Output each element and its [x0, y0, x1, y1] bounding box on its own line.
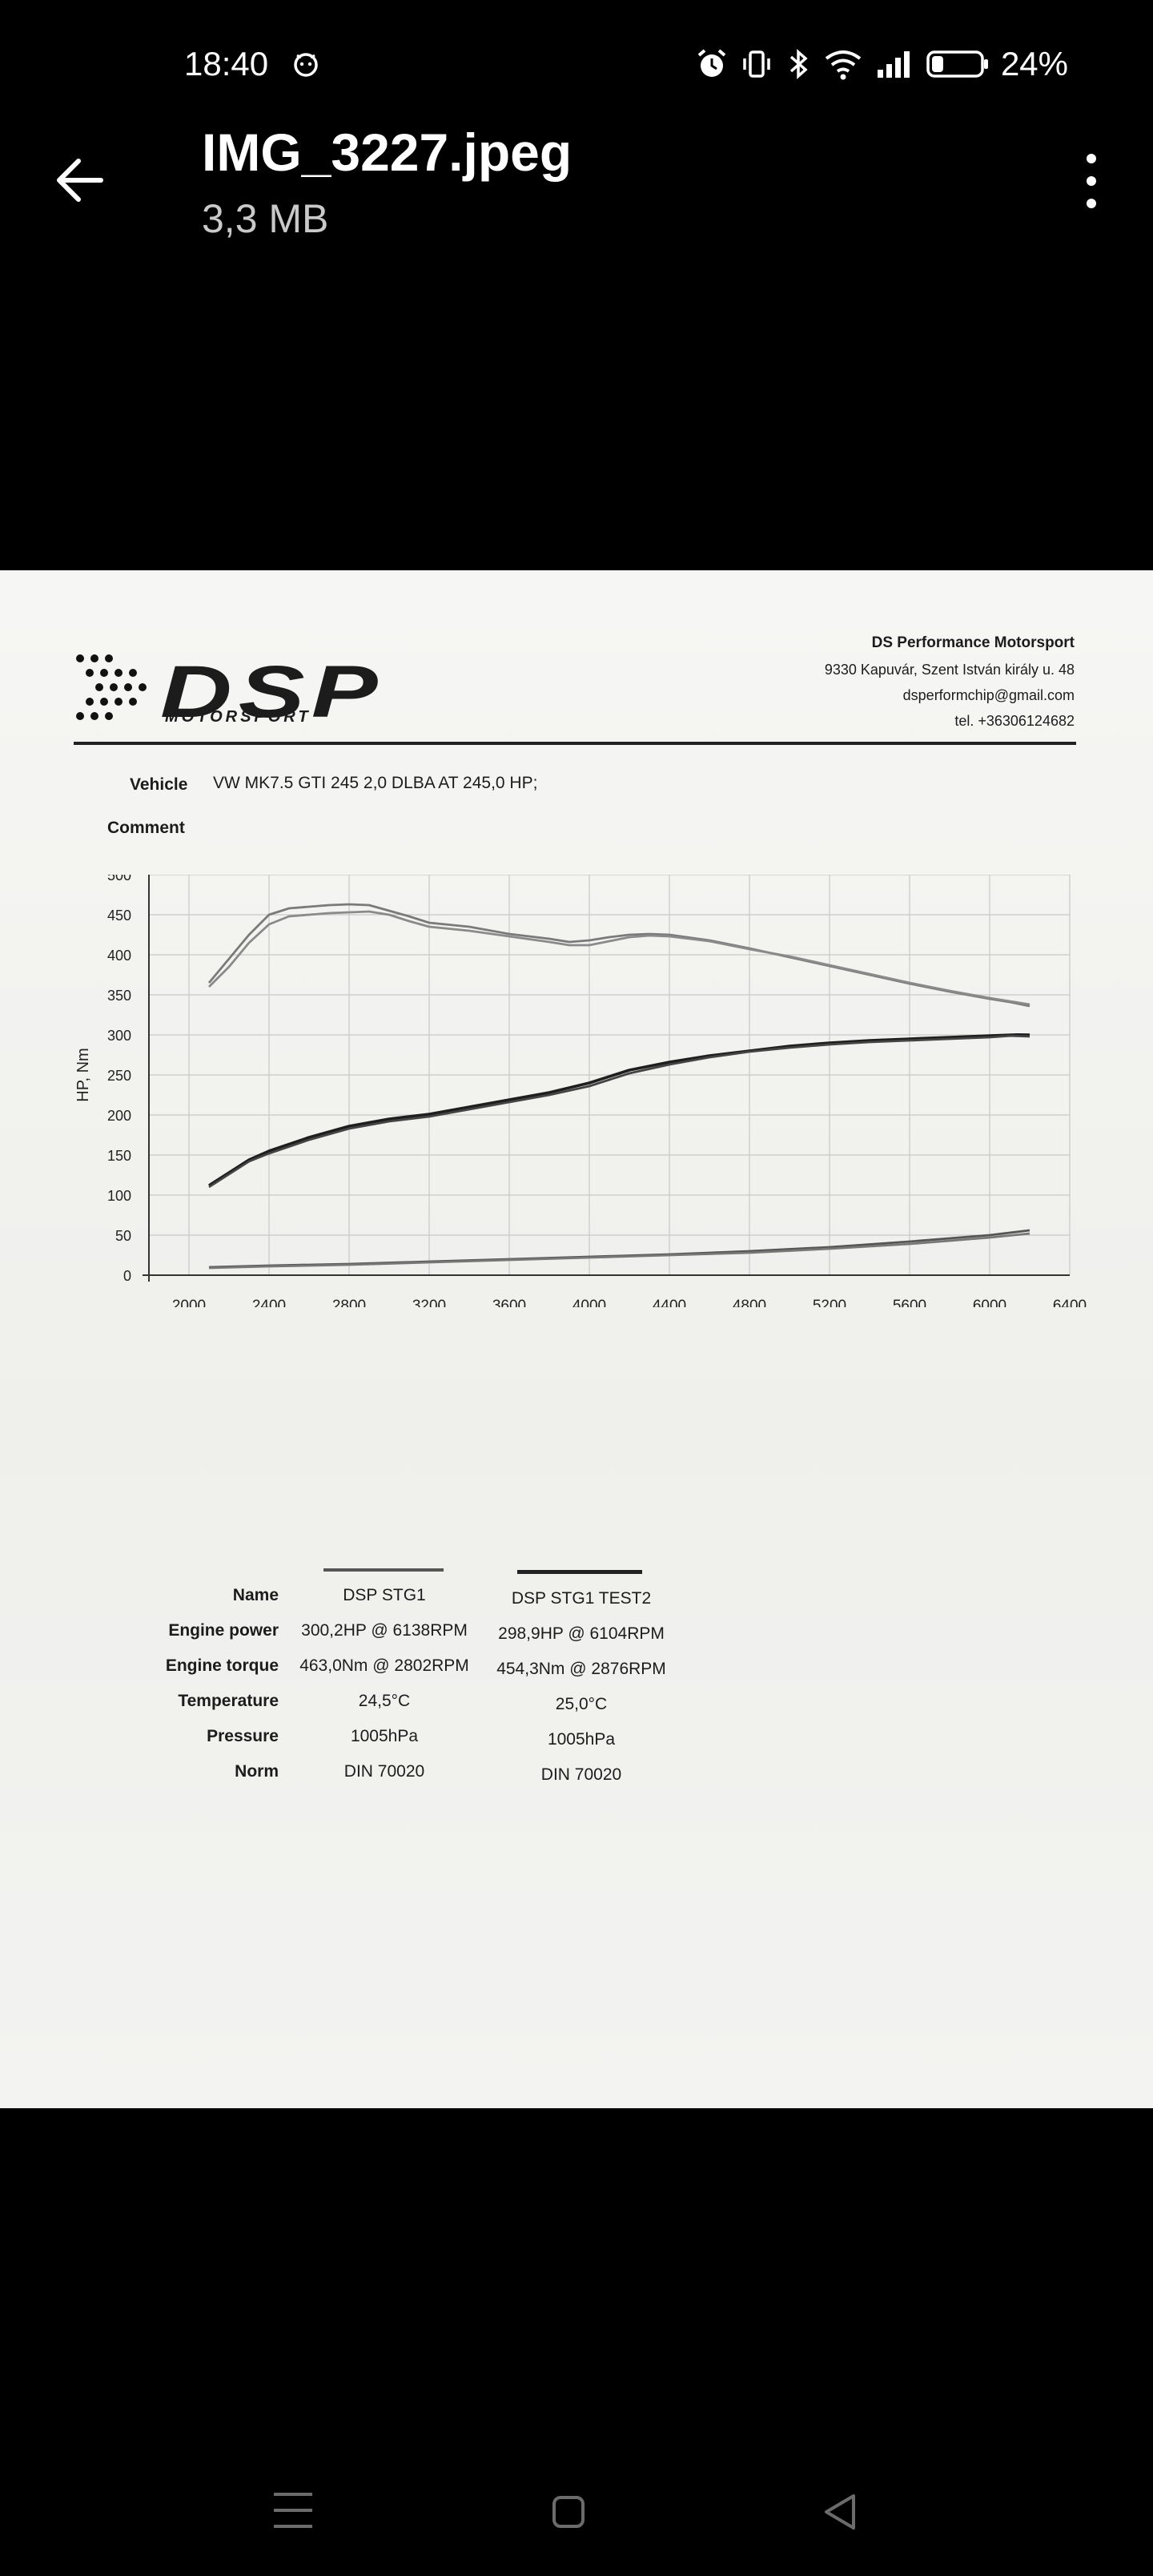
vehicle-label: Vehicle: [130, 775, 188, 794]
wifi-icon: [825, 50, 862, 80]
results-cell-run1: DSP STG1: [343, 1586, 426, 1604]
file-title: IMG_3227.jpeg: [202, 123, 572, 182]
vibrate-icon: [743, 50, 770, 78]
series-low-run2: [208, 1232, 1030, 1270]
dyno-chart: 0 50 100 150 200 250 300 350 400 450 500 2000 2400 28…: [74, 875, 1087, 1307]
company-email: dsperformchip@gmail.com: [902, 687, 1075, 703]
x-tick-label: 2000: [172, 1298, 206, 1307]
results-row-label: Norm: [235, 1762, 279, 1781]
recent-apps-button[interactable]: [274, 2493, 312, 2528]
y-tick-label: 150: [107, 1148, 131, 1164]
results-cell-run2: 298,9HP @ 6104RPM: [498, 1624, 665, 1643]
vehicle-value: VW MK7.5 GTI 245 2,0 DLBA AT 245,0 HP;: [213, 774, 538, 792]
x-tick-label: 4400: [653, 1298, 686, 1307]
more-vertical-icon[interactable]: [1073, 154, 1110, 208]
x-tick-label: 4800: [733, 1298, 766, 1307]
company-address: 9330 Kapuvár, Szent István király u. 48: [824, 662, 1075, 678]
x-tick-label: 3600: [492, 1298, 526, 1307]
y-tick-label: 50: [115, 1228, 131, 1244]
x-tick-label: 5200: [813, 1298, 846, 1307]
y-tick-label: 250: [107, 1068, 131, 1084]
company-name: DS Performance Motorsport: [871, 634, 1075, 651]
results-cell-run2: DSP STG1 TEST2: [511, 1589, 652, 1608]
face-icon: [290, 48, 322, 84]
x-tick-label: 3200: [412, 1298, 446, 1307]
bluetooth-icon: [789, 49, 808, 79]
y-tick-label: 500: [107, 875, 131, 883]
y-tick-label: 300: [107, 1028, 131, 1044]
series-power-run1: [208, 1033, 1030, 1187]
results-cell-run2: 25,0°C: [555, 1695, 608, 1713]
file-size: 3,3 MB: [202, 196, 329, 241]
results-cell-run2: 454,3Nm @ 2876RPM: [496, 1660, 666, 1678]
y-axis-label: HP, Nm: [74, 1048, 92, 1101]
series-low-run1: [208, 1229, 1030, 1269]
results-row-label: Name: [232, 1586, 279, 1604]
status-time: 18:40: [184, 45, 269, 83]
results-row-label: Pressure: [207, 1727, 279, 1745]
results-cell-run1: DIN 70020: [343, 1762, 425, 1781]
series-torque-run2: [208, 910, 1030, 1006]
company-logo: [72, 650, 376, 735]
series-power-run2: [208, 1034, 1030, 1189]
logo-text: DSP: [160, 651, 384, 733]
status-icons: 24%: [695, 45, 1068, 83]
arrow-left-icon: [57, 159, 103, 202]
run2-legend-line: [517, 1570, 642, 1574]
home-button[interactable]: [552, 2496, 585, 2528]
results-row-label: Engine torque: [165, 1656, 279, 1675]
results-cell-run1: 24,5°C: [358, 1692, 411, 1710]
results-row-label: Temperature: [178, 1692, 279, 1710]
x-tick-label: 2400: [252, 1298, 286, 1307]
signal-icon: [877, 51, 910, 78]
header-divider: [74, 742, 1076, 745]
results-cell-run1: 463,0Nm @ 2802RPM: [299, 1656, 469, 1675]
x-tick-label: 2800: [332, 1298, 366, 1307]
x-tick-label: 4000: [572, 1298, 606, 1307]
y-tick-label: 450: [107, 908, 131, 924]
battery-percent: 24%: [1000, 45, 1068, 83]
results-cell-run1: 1005hPa: [350, 1727, 419, 1745]
results-cell-run2: 1005hPa: [547, 1730, 616, 1749]
alarm-icon: [697, 49, 726, 77]
x-tick-label: 6400: [1053, 1298, 1087, 1307]
y-tick-label: 350: [107, 988, 131, 1004]
battery-icon: [926, 50, 988, 78]
results-cell-run1: 300,2HP @ 6138RPM: [301, 1621, 468, 1640]
nav-back-button[interactable]: [820, 2491, 858, 2537]
triangle-back-icon: [825, 2494, 855, 2530]
comment-label: Comment: [107, 819, 185, 837]
results-cell-run2: DIN 70020: [540, 1765, 622, 1784]
y-tick-label: 200: [107, 1108, 131, 1124]
company-phone: tel. +36306124682: [954, 713, 1075, 729]
y-tick-label: 0: [123, 1268, 131, 1284]
y-tick-label: 400: [107, 948, 131, 964]
x-tick-label: 6000: [973, 1298, 1006, 1307]
y-tick-label: 100: [107, 1188, 131, 1204]
photo-viewer[interactable]: DSP MOTORSPORT DS Performance Motorsport…: [0, 570, 1153, 2108]
run1-legend-line: [323, 1568, 444, 1572]
x-tick-label: 5600: [893, 1298, 926, 1307]
results-row-label: Engine power: [168, 1621, 279, 1640]
back-button[interactable]: [48, 152, 112, 208]
logo-subtext: MOTORSPORT: [165, 708, 311, 726]
